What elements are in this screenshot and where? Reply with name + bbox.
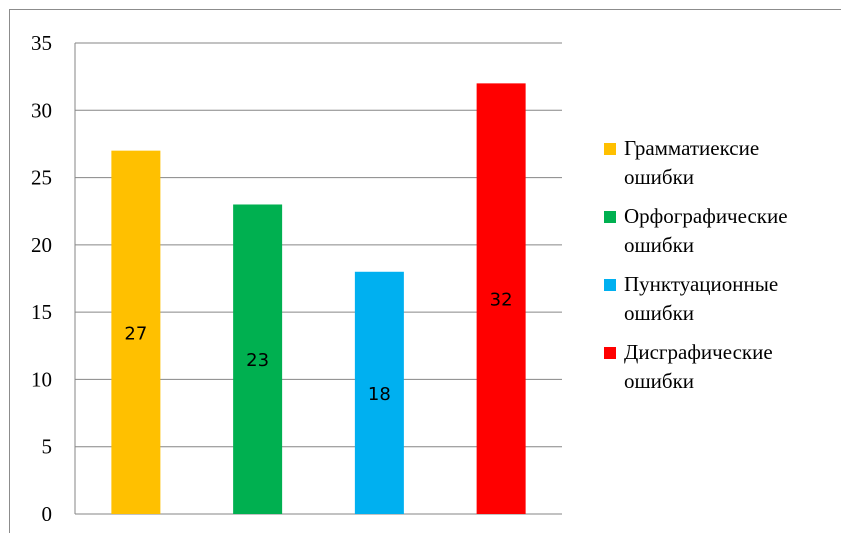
data-label-4: 32 — [490, 290, 513, 311]
legend-swatch-2 — [604, 211, 616, 223]
data-label-2: 23 — [246, 350, 269, 371]
legend-label: ошибки — [624, 233, 694, 257]
data-label-1: 27 — [124, 323, 147, 344]
bars — [111, 83, 526, 514]
bar-1 — [111, 150, 161, 514]
legend-label: Дисграфические — [624, 340, 773, 364]
y-tick-label: 5 — [42, 435, 53, 459]
legend-swatch-3 — [604, 279, 616, 291]
y-tick-label: 20 — [31, 233, 52, 257]
bar-3 — [354, 271, 404, 514]
y-tick-label: 35 — [31, 31, 52, 55]
bar-2 — [233, 204, 283, 514]
legend-label: Пунктуационные — [624, 272, 778, 296]
legend-label: ошибки — [624, 165, 694, 189]
legend-label: Грамматиексие — [624, 136, 759, 160]
bar-4 — [476, 83, 526, 514]
axes: 0 5 10 15 20 25 30 35 — [31, 31, 76, 526]
chart-frame — [9, 9, 841, 533]
y-tick-label: 0 — [42, 502, 53, 526]
legend-label: ошибки — [624, 301, 694, 325]
y-tick-label: 30 — [31, 98, 52, 122]
legend-swatch-1 — [604, 143, 616, 155]
legend-label: Орфографические — [624, 204, 788, 228]
y-tick-label: 25 — [31, 166, 52, 190]
legend: Грамматиексие ошибки Орфографические ошибки… — [604, 136, 788, 393]
legend-swatch-4 — [604, 347, 616, 359]
legend-label: ошибки — [624, 369, 694, 393]
data-labels: 27 23 18 32 — [124, 290, 512, 405]
y-tick-label: 10 — [31, 367, 52, 391]
data-label-3: 18 — [368, 384, 391, 405]
y-tick-label: 15 — [31, 300, 52, 324]
